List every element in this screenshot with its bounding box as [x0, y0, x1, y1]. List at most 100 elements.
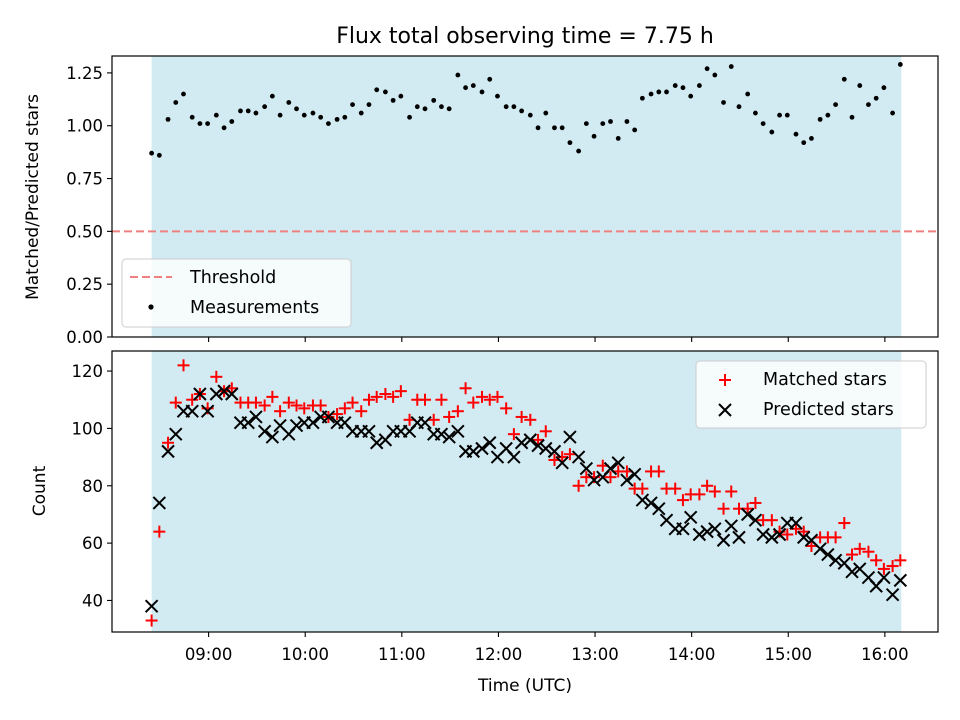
bottom-y-tick-label: 100	[72, 419, 104, 438]
measurement-point	[849, 114, 855, 120]
matched-star-marker	[862, 545, 875, 558]
predicted-star-marker	[813, 542, 827, 556]
measurement-point	[342, 114, 348, 120]
measurement-point	[294, 106, 299, 112]
predicted-star-marker	[257, 424, 272, 438]
measurement-point	[213, 112, 219, 118]
measurement-point	[277, 112, 283, 118]
matched-star-marker	[153, 525, 166, 538]
predicted-star-marker	[692, 527, 707, 542]
matched-star-marker	[539, 425, 552, 438]
measurement-point	[576, 148, 582, 154]
measurement-point	[543, 110, 549, 116]
matched-star-marker	[459, 382, 472, 395]
predicted-star-marker	[483, 436, 497, 450]
predicted-star-marker	[700, 524, 714, 539]
measurement-point	[897, 62, 903, 67]
matched-star-marker	[355, 405, 368, 418]
matched-star-marker	[676, 494, 689, 507]
measurement-point	[559, 125, 565, 131]
measurement-point	[487, 76, 493, 82]
predicted-star-marker	[514, 436, 529, 450]
bottom-panel: 40 60 80 100 120 09:00 10:00 11:00 12:00 13:00 14…	[30, 350, 939, 696]
predicted-star-marker	[523, 433, 538, 447]
matched-star-marker	[362, 393, 375, 406]
measurement-point	[753, 110, 758, 116]
measurement-point	[310, 110, 316, 116]
predicted-star-marker	[466, 444, 481, 459]
predicted-star-marker	[217, 384, 231, 398]
matched-star-marker	[451, 405, 464, 418]
measurement-point	[728, 64, 734, 69]
x-tick-label: 10:00	[281, 645, 329, 664]
measurement-point	[704, 66, 710, 72]
predicted-star-marker	[644, 496, 658, 510]
measurement-point	[334, 116, 340, 122]
measurement-point	[696, 83, 702, 88]
matched-star-marker	[524, 413, 537, 426]
matched-star-marker	[298, 402, 311, 415]
measurement-point	[777, 112, 782, 118]
predicted-star-marker	[587, 473, 601, 487]
top-panel: 0.00 0.25 0.50 0.75 1.00 1.25 Flux total obse…	[23, 24, 939, 347]
predicted-stars-markers	[144, 384, 908, 613]
measurement-point	[253, 110, 259, 116]
measurement-point	[535, 125, 541, 131]
matched-star-marker	[443, 410, 456, 423]
measurement-point	[608, 119, 613, 124]
predicted-star-marker	[547, 444, 562, 459]
predicted-star-marker	[732, 530, 746, 545]
measurement-point	[189, 114, 195, 120]
x-tick-label: 12:00	[475, 645, 523, 664]
measurement-point	[801, 140, 807, 146]
predicted-star-marker	[161, 444, 175, 459]
matched-star-marker	[290, 399, 303, 412]
legend-predicted-swatch	[718, 403, 732, 417]
measurement-point	[366, 102, 372, 107]
matched-star-marker	[846, 548, 859, 561]
predicted-star-marker	[716, 533, 731, 547]
legend-matched-swatch	[719, 374, 731, 386]
predicted-star-marker	[789, 516, 803, 530]
measurement-point	[374, 87, 380, 93]
matched-star-marker	[805, 539, 818, 552]
predicted-star-marker	[169, 427, 183, 441]
measurement-point	[350, 102, 355, 107]
predicted-star-marker	[531, 438, 545, 453]
matched-star-marker	[338, 402, 351, 415]
matched-star-marker	[563, 448, 576, 461]
predicted-star-marker	[193, 387, 207, 401]
matched-star-marker	[765, 514, 778, 527]
measurement-point	[793, 131, 799, 137]
measurement-point	[156, 152, 162, 158]
measurement-point	[769, 129, 775, 135]
measurement-point	[784, 112, 790, 118]
bottom-y-tick-label: 80	[82, 477, 103, 496]
matched-star-marker	[725, 485, 738, 498]
measurement-point	[165, 116, 171, 122]
legend-measurements-label: Measurements	[190, 298, 319, 318]
bottom-y-tick-label: 60	[82, 534, 103, 553]
measurement-point	[825, 112, 831, 118]
matched-star-marker	[162, 436, 175, 449]
measurement-point	[286, 100, 292, 105]
matched-star-marker	[894, 554, 907, 567]
matched-star-marker	[387, 390, 400, 403]
matched-star-marker	[652, 465, 665, 478]
matched-star-marker	[210, 370, 223, 383]
bottom-legend-box	[695, 360, 927, 429]
matched-star-marker	[282, 396, 295, 409]
predicted-star-marker	[185, 404, 199, 418]
matched-star-marker	[741, 502, 754, 515]
top-y-ticks: 0.00 0.25 0.50 0.75 1.00 1.25	[66, 64, 112, 347]
predicted-star-marker	[563, 430, 577, 444]
measurement-point	[262, 104, 268, 110]
predicted-star-marker	[539, 441, 553, 456]
matched-star-marker	[500, 402, 513, 415]
measurement-point	[591, 133, 597, 139]
predicted-star-marker	[748, 513, 763, 527]
measurement-point	[414, 104, 420, 110]
predicted-star-marker	[683, 510, 698, 525]
matched-star-marker	[708, 485, 721, 498]
matched-star-marker	[476, 390, 489, 403]
